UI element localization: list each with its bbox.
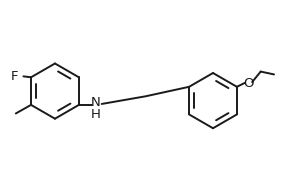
Text: F: F: [11, 70, 19, 83]
Text: O: O: [243, 76, 254, 89]
Text: N
H: N H: [91, 96, 101, 121]
